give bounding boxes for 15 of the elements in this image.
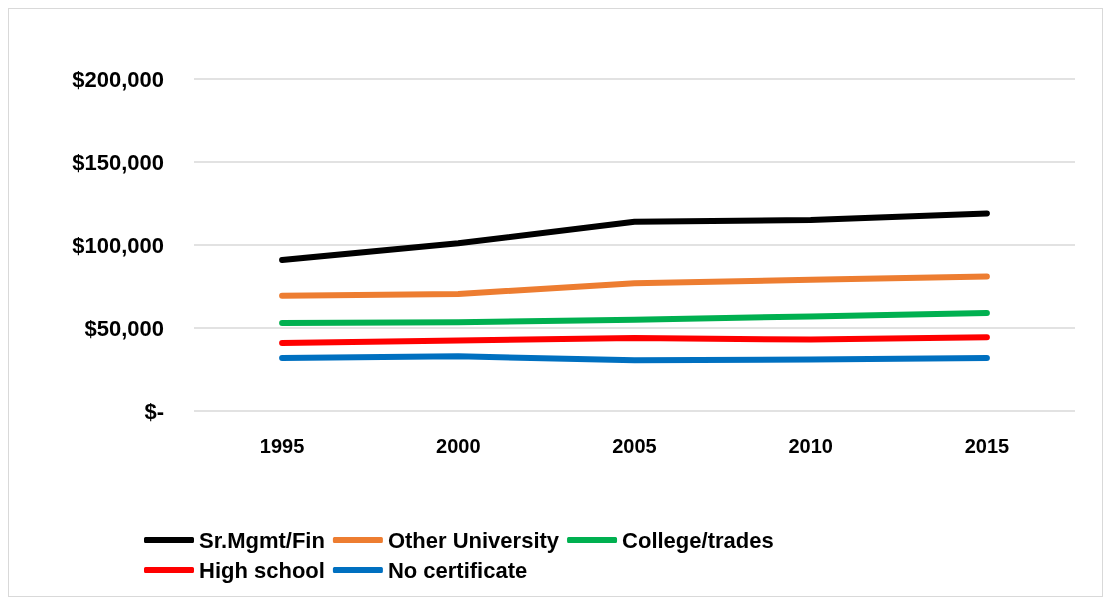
legend-label: High school <box>199 557 325 583</box>
x-tick-label: 2015 <box>964 435 1010 457</box>
y-tick-label: $- <box>144 398 164 424</box>
legend-label: Other University <box>387 527 560 553</box>
legend-label: No certificate <box>387 557 528 583</box>
y-tick-label: $50,000 <box>84 315 164 341</box>
x-tick-label: 1995 <box>259 435 305 457</box>
x-tick-label: 2005 <box>612 435 657 457</box>
legend-label: College/trades <box>622 527 774 553</box>
legend-label: Sr.Mgmt/Fin <box>199 527 325 553</box>
y-tick-label: $100,000 <box>72 232 164 258</box>
x-tick-label: 2010 <box>788 435 833 457</box>
y-tick-label: $150,000 <box>72 149 164 175</box>
y-tick-label: $200,000 <box>72 66 164 92</box>
x-tick-label: 2000 <box>436 435 481 457</box>
